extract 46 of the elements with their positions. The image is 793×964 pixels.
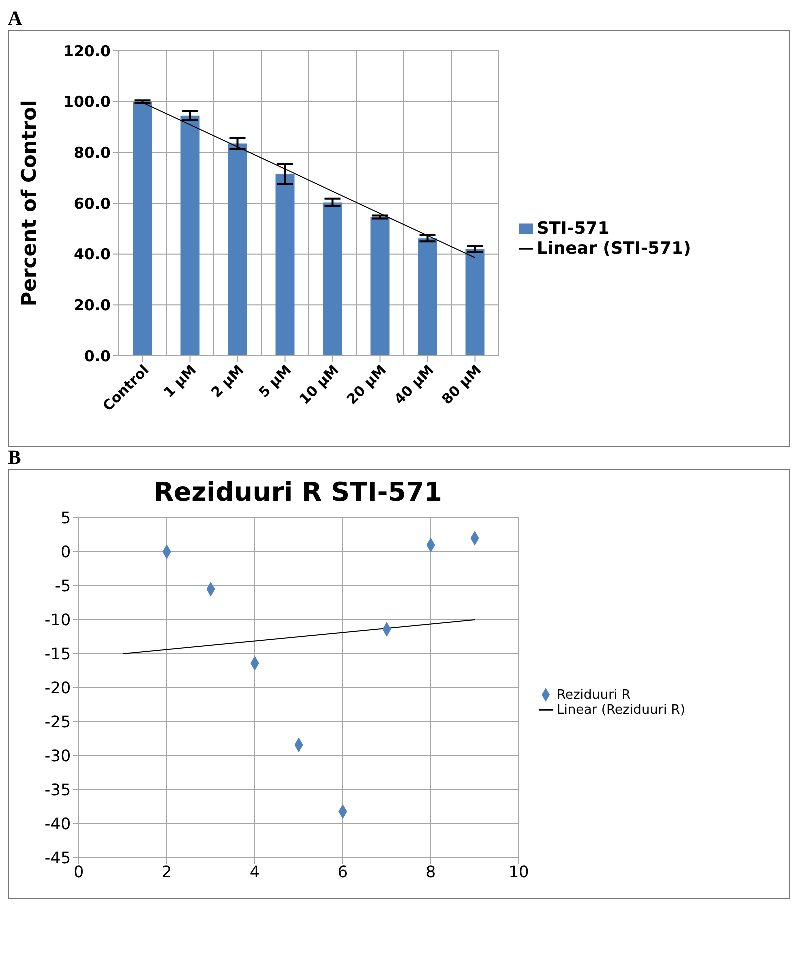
bar bbox=[466, 248, 485, 356]
text: A bbox=[8, 8, 24, 30]
y-tick-label: -35 bbox=[44, 780, 71, 800]
x-tick-label: 40 µM bbox=[392, 362, 438, 408]
y-tick-label: 0.0 bbox=[84, 347, 111, 366]
y-tick-label: 20.0 bbox=[74, 296, 111, 314]
y-tick-label: 60.0 bbox=[74, 194, 111, 213]
x-tick-label: 8 bbox=[426, 862, 436, 882]
y-tick-label: 0 bbox=[60, 542, 71, 562]
bar bbox=[370, 217, 390, 356]
y-tick-label: -20 bbox=[44, 678, 71, 698]
y-tick-label: -15 bbox=[44, 644, 71, 664]
bar bbox=[418, 238, 438, 356]
y-tick-label: 40.0 bbox=[74, 246, 111, 264]
x-tick-label: 20 µM bbox=[344, 362, 390, 408]
y-axis-title: Percent of Control bbox=[17, 100, 42, 307]
y-tick-label: 5 bbox=[60, 508, 71, 528]
legend-label: Linear (Reziduuri R) bbox=[557, 703, 686, 718]
bar bbox=[276, 174, 295, 356]
y-tick-label: -5 bbox=[55, 576, 71, 596]
y-tick-label: -30 bbox=[44, 746, 71, 766]
x-tick-label: 2 bbox=[162, 862, 172, 882]
x-tick-label: 4 bbox=[250, 862, 260, 882]
x-tick-label: 2 µM bbox=[208, 362, 248, 402]
y-tick-label: 80.0 bbox=[74, 144, 111, 162]
bar bbox=[323, 202, 342, 356]
y-tick-label: -25 bbox=[44, 712, 71, 732]
x-tick-label: 1 µM bbox=[161, 362, 200, 402]
chart-title: Reziduuri R STI-571 bbox=[153, 477, 444, 508]
legend-label: Reziduuri R bbox=[557, 688, 631, 703]
legend-label: STI-571 bbox=[537, 218, 610, 238]
x-tick-label: 10 bbox=[508, 862, 530, 882]
y-tick-label: 120.0 bbox=[64, 42, 111, 60]
y-tick-label: -45 bbox=[44, 848, 71, 868]
text: B bbox=[8, 447, 22, 469]
legend-label: Linear (STI-571) bbox=[537, 238, 692, 258]
y-tick-label: 100.0 bbox=[64, 93, 111, 112]
x-tick-label: 6 bbox=[338, 862, 348, 882]
y-tick-label: -40 bbox=[44, 814, 71, 834]
bar bbox=[228, 144, 248, 356]
y-tick-label: -10 bbox=[44, 610, 71, 630]
bar bbox=[133, 102, 152, 356]
x-tick-label: 5 µM bbox=[256, 362, 296, 402]
bar bbox=[180, 116, 200, 356]
x-tick-label: 10 µM bbox=[296, 362, 343, 408]
x-tick-label: 80 µM bbox=[439, 362, 486, 408]
